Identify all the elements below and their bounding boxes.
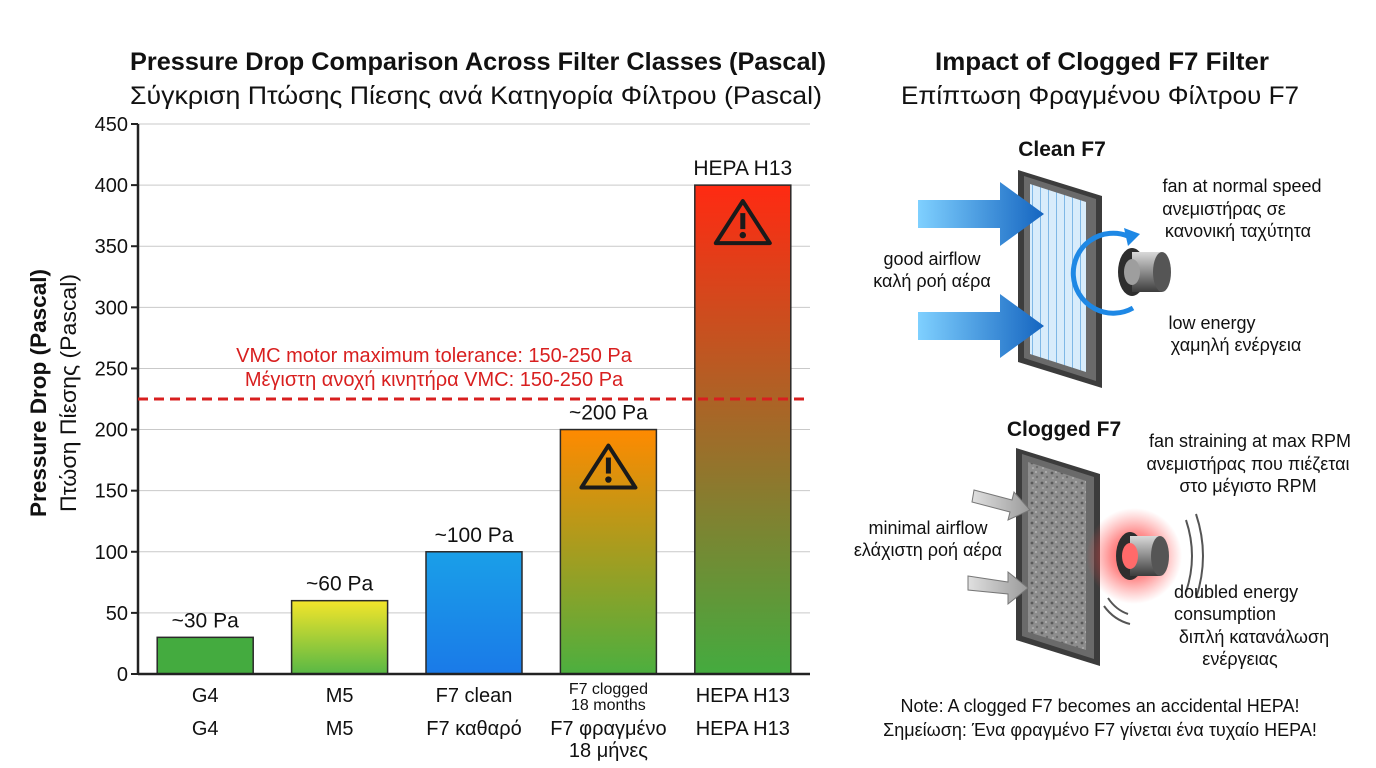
y-tick-label: 300 bbox=[95, 297, 128, 319]
bar bbox=[425, 551, 523, 675]
x-tick-label-alt: F7 φραγμένο bbox=[550, 718, 666, 740]
threshold-label: VMC motor maximum tolerance: 150-250 Pa bbox=[236, 345, 633, 367]
clogged-airflow-label-alt: ελάχιστη ροή αέρα bbox=[854, 540, 1002, 560]
x-tick-label: 18 months bbox=[571, 697, 646, 714]
bar bbox=[694, 184, 792, 675]
clean-airflow-label-alt: καλή ροή αέρα bbox=[873, 271, 991, 291]
chart-title: Pressure Drop Comparison Across Filter C… bbox=[130, 48, 826, 76]
clogged-energy-label-alt-1: διπλή κατανάλωση bbox=[1179, 627, 1329, 647]
x-tick-label: F7 clean bbox=[436, 685, 513, 707]
x-tick-label-alt: 18 μήνες bbox=[569, 740, 648, 762]
x-tick-label: HEPA H13 bbox=[696, 685, 790, 707]
clean-title: Clean F7 bbox=[1018, 138, 1106, 161]
panel-title: Impact of Clogged F7 Filter bbox=[935, 48, 1269, 76]
warning-icon bbox=[713, 199, 772, 246]
clogged-energy-label-2: consumption bbox=[1174, 604, 1276, 624]
data-label: ~30 Pa bbox=[172, 609, 239, 632]
y-tick-label: 400 bbox=[95, 175, 128, 197]
clean-fan-label: fan at normal speed bbox=[1162, 176, 1321, 196]
y-tick-label: 0 bbox=[117, 664, 128, 686]
chart-axes: 0 50 100 150 200 250 300 350 400 450 G4 G4 M5 M5 F7 cl… bbox=[95, 114, 810, 762]
y-tick-label: 200 bbox=[95, 420, 128, 442]
chart-subtitle: Σύγκριση Πτώσης Πίεσης ανά Κατηγορία Φίλ… bbox=[130, 82, 822, 110]
clogged-fan-label-alt-2: στο μέγιστο RPM bbox=[1179, 476, 1316, 496]
y-tick-label: 150 bbox=[95, 481, 128, 503]
clean-airflow-arrow-icon bbox=[918, 182, 1044, 358]
bar bbox=[559, 428, 658, 675]
bar bbox=[290, 599, 389, 675]
clean-fan-label-alt-2: κανονική ταχύτητα bbox=[1165, 221, 1311, 241]
data-label: HEPA H13 bbox=[693, 157, 792, 180]
chart-bars: ~30 Pa ~60 Pa ~100 Pa ~200 Pa HEPA H13 bbox=[156, 157, 792, 675]
clean-energy-label: low energy bbox=[1168, 313, 1255, 333]
clogged-fan-motor-icon bbox=[1086, 508, 1204, 625]
note-text: Note: A clogged F7 becomes an accidental… bbox=[901, 696, 1300, 716]
clean-fan-label-alt-1: ανεμιστήρας σε bbox=[1162, 199, 1286, 219]
y-tick-label: 100 bbox=[95, 542, 128, 564]
clogged-fan-label: fan straining at max RPM bbox=[1149, 431, 1351, 451]
note-text-alt: Σημείωση: Ένα φραγμένο F7 γίνεται ένα τυ… bbox=[883, 720, 1317, 740]
y-axis-label: Pressure Drop (Pascal) bbox=[26, 269, 51, 517]
clean-filter-icon bbox=[1018, 170, 1102, 388]
y-tick-label: 450 bbox=[95, 114, 128, 136]
clean-fan-motor-icon bbox=[1070, 228, 1171, 316]
data-label: ~100 Pa bbox=[435, 524, 514, 547]
threshold-group: VMC motor maximum tolerance: 150-250 PaΜ… bbox=[138, 345, 810, 401]
clogged-filter-icon bbox=[1016, 448, 1100, 666]
clogged-title: Clogged F7 bbox=[1007, 418, 1121, 441]
x-tick-label: F7 clogged bbox=[569, 681, 648, 698]
y-tick-label: 250 bbox=[95, 358, 128, 380]
panel-subtitle: Επίπτωση Φραγμένου Φίλτρου F7 bbox=[901, 82, 1299, 110]
data-label: ~200 Pa bbox=[569, 402, 648, 425]
y-axis-label-alt: Πτώση Πίεσης (Pascal) bbox=[56, 274, 81, 512]
clogged-energy-label-1: doubled energy bbox=[1174, 582, 1298, 602]
threshold-label-alt: Μέγιστη ανοχή κινητήρα VMC: 150-250 Pa bbox=[245, 369, 624, 391]
x-tick-label-alt: HEPA H13 bbox=[696, 718, 790, 740]
y-tick-label: 350 bbox=[95, 236, 128, 258]
bar bbox=[156, 636, 254, 675]
x-tick-label-alt: M5 bbox=[326, 718, 354, 740]
clogged-fan-label-alt-1: ανεμιστήρας που πιέζεται bbox=[1146, 454, 1349, 474]
x-tick-label-alt: G4 bbox=[192, 718, 219, 740]
warning-icon bbox=[579, 443, 638, 490]
clogged-airflow-arrow-icon bbox=[967, 489, 1031, 606]
x-tick-label: M5 bbox=[326, 685, 354, 707]
data-label: ~60 Pa bbox=[306, 573, 373, 596]
clean-airflow-label: good airflow bbox=[883, 249, 981, 269]
clean-energy-label-alt: χαμηλή ενέργεια bbox=[1171, 335, 1301, 355]
y-tick-label: 50 bbox=[106, 603, 128, 625]
x-tick-label-alt: F7 καθαρό bbox=[426, 718, 521, 740]
clogged-energy-label-alt-2: ενέργειας bbox=[1202, 649, 1278, 669]
clogged-airflow-label: minimal airflow bbox=[868, 518, 988, 538]
x-tick-label: G4 bbox=[192, 685, 219, 707]
